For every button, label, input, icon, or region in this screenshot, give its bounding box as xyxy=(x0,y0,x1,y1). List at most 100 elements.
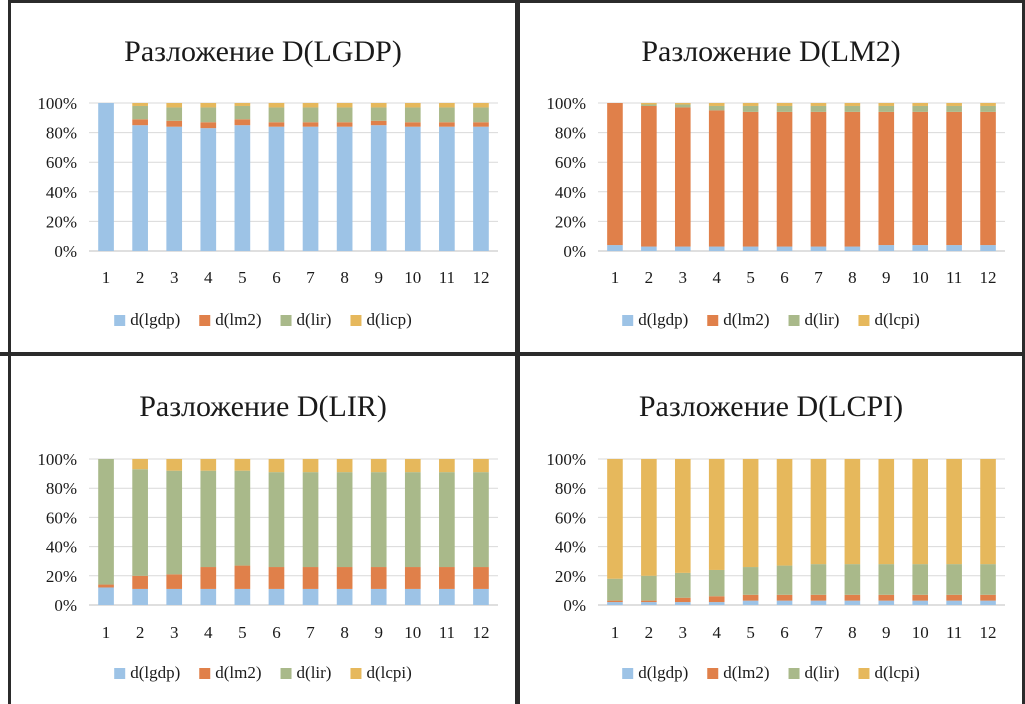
chart-svg: Разложение D(LGDP)0%20%40%60%80%100%1 2 3 4… xyxy=(37,35,498,329)
bar-segment-dlicp xyxy=(200,103,217,108)
bar-segment-dlgdp xyxy=(336,588,353,605)
bar-segment-dlm2 xyxy=(302,567,319,589)
bar-segment-dlcpi xyxy=(776,459,793,566)
bar-segment-dlir xyxy=(439,107,455,123)
legend-swatch xyxy=(858,668,870,679)
bar-segment-dlm2 xyxy=(166,120,183,127)
legend-swatch xyxy=(858,315,870,326)
bar-segment-dlgdp xyxy=(776,600,793,605)
bar-segment-dlm2 xyxy=(708,110,725,247)
bar-segment-dlgdp xyxy=(844,600,861,605)
bar-segment-dlgdp xyxy=(980,600,996,605)
x-tick-label: 9 xyxy=(882,268,891,287)
bar-segment-dlm2 xyxy=(98,584,114,588)
bar-segment-dlgdp xyxy=(268,126,285,251)
x-tick-label: 12 xyxy=(472,268,489,287)
legend-swatch xyxy=(114,315,126,326)
chart-title: Разложение D(LGDP) xyxy=(124,35,402,68)
legend-swatch xyxy=(707,315,719,326)
bar-segment-dlgdp xyxy=(641,602,657,605)
legend-label: d(lgdp) xyxy=(130,310,180,329)
bar-segment-dlm2 xyxy=(336,122,353,127)
legend-label: d(lm2) xyxy=(215,310,261,329)
bar-segment-dlir xyxy=(98,459,114,585)
bar-segment-dlm2 xyxy=(844,111,861,247)
chart-svg: Разложение D(LCPI)0%20%40%60%80%100%1 2 3 4… xyxy=(546,390,1005,682)
bar-segment-dlgdp xyxy=(473,588,489,605)
bar-segment-dlcpi xyxy=(810,459,827,565)
x-tick-label: 8 xyxy=(340,268,349,287)
y-tick-label: 100% xyxy=(546,94,586,113)
chart-title: Разложение D(LCPI) xyxy=(639,390,903,423)
y-tick-label: 40% xyxy=(46,538,77,557)
x-tick-label: 7 xyxy=(306,268,315,287)
bar-segment-dlcpi xyxy=(946,103,962,106)
bar-segment-dlir xyxy=(674,104,691,108)
legend-label: d(lcpi) xyxy=(874,663,919,682)
bar-segment-dlcpi xyxy=(404,459,421,473)
legend-swatch xyxy=(350,315,362,326)
y-tick-label: 80% xyxy=(46,124,77,143)
chart-panel-lcpi: Разложение D(LCPI) 0% 20% 40% 60% 80% 100% 1 2 3 4… xyxy=(520,356,1025,704)
bar-segment-dlm2 xyxy=(946,594,962,601)
bar-segment-dlm2 xyxy=(810,594,827,601)
legend-label: d(lm2) xyxy=(723,663,769,682)
bar-segment-dlir xyxy=(844,564,861,595)
bar-segment-dlm2 xyxy=(234,119,251,126)
bar-segment-dlcpi xyxy=(742,459,759,568)
legend-label: d(lgdp) xyxy=(638,310,688,329)
bar-segment-dlgdp xyxy=(980,245,996,251)
bar-segment-dlm2 xyxy=(641,105,657,247)
chart-svg: Разложение D(LM2)0%20%40%60%80%100%1 2 3 4 5… xyxy=(546,35,1005,329)
x-tick-label: 4 xyxy=(204,268,213,287)
x-tick-label: 11 xyxy=(439,623,455,642)
bar-segment-dlcpi xyxy=(336,459,353,473)
legend-label: d(lir) xyxy=(297,310,332,329)
bar-segment-dlir xyxy=(844,105,861,112)
bar-segment-dlgdp xyxy=(268,588,285,605)
bar-segment-dlgdp xyxy=(302,588,319,605)
y-tick-label: 20% xyxy=(46,567,77,586)
bar-segment-dlgdp xyxy=(641,246,657,251)
bar-segment-dlir xyxy=(370,472,387,568)
bar-segment-dlir xyxy=(268,472,285,568)
y-tick-label: 20% xyxy=(555,567,586,586)
bar-segment-dlm2 xyxy=(878,594,895,601)
x-tick-label: 4 xyxy=(204,623,213,642)
bar-segment-dlgdp xyxy=(98,103,114,251)
legend-swatch xyxy=(114,668,126,679)
y-tick-label: 0% xyxy=(54,242,77,261)
x-tick-label: 2 xyxy=(136,268,145,287)
bar-segment-dlir xyxy=(980,105,996,112)
bar-segment-dlgdp xyxy=(404,126,421,251)
bar-segment-dlicp xyxy=(234,103,251,106)
x-tick-label: 6 xyxy=(272,268,281,287)
bar-segment-dlgdp xyxy=(912,600,929,605)
bar-segment-dlir xyxy=(200,470,217,568)
legend-swatch xyxy=(622,668,634,679)
bar-segment-dlir xyxy=(302,472,319,568)
bar-segment-dlir xyxy=(607,578,623,601)
legend-swatch xyxy=(788,668,800,679)
bar-segment-dlcpi xyxy=(439,459,455,473)
bar-segment-dlcpi xyxy=(912,103,929,106)
y-tick-label: 80% xyxy=(46,479,77,498)
bar-segment-dlgdp xyxy=(98,587,114,605)
bar-segment-dlir xyxy=(708,569,725,597)
bar-segment-dlir xyxy=(742,567,759,595)
bar-segment-dlir xyxy=(132,469,148,576)
bar-segment-dlir xyxy=(473,472,489,568)
x-tick-label: 6 xyxy=(780,268,789,287)
y-tick-label: 40% xyxy=(555,538,586,557)
bar-segment-dlcpi xyxy=(641,103,657,105)
bar-segment-dlcpi xyxy=(607,459,623,579)
bar-segment-dlgdp xyxy=(200,588,217,605)
bar-segment-dlm2 xyxy=(439,567,455,589)
bar-segment-dlir xyxy=(878,105,895,112)
bar-segment-dlcpi xyxy=(473,459,489,473)
bar-segment-dlgdp xyxy=(200,128,217,251)
bar-segment-dlcpi xyxy=(641,459,657,576)
bar-segment-dlir xyxy=(132,105,148,120)
x-tick-label: 9 xyxy=(882,623,891,642)
bar-segment-dlgdp xyxy=(810,600,827,605)
